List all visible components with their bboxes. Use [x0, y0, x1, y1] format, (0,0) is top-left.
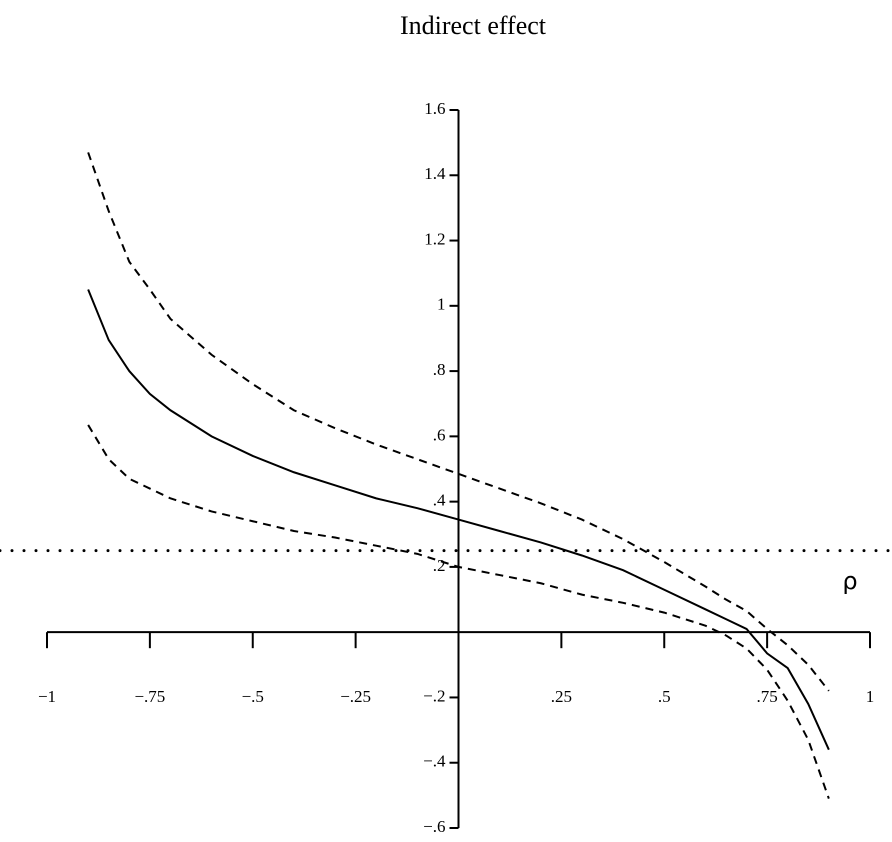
data-line	[87, 289, 830, 751]
x-tick-label: .75	[757, 687, 778, 706]
x-tick-label: 1	[866, 687, 875, 706]
data-line	[87, 152, 830, 692]
y-tick-label: 1	[437, 295, 446, 314]
x-tick-label: −.25	[340, 687, 371, 706]
x-tick-label: .5	[658, 687, 671, 706]
x-tick-label: −1	[38, 687, 56, 706]
y-tick-label: .8	[433, 360, 446, 379]
y-tick-label: .2	[433, 556, 446, 575]
y-tick-label: −.4	[423, 752, 446, 771]
y-tick-label: −.2	[423, 686, 445, 705]
y-tick-label: .6	[433, 425, 446, 444]
y-tick-label: 1.6	[424, 99, 445, 118]
y-tick-label: .4	[433, 491, 446, 510]
data-line	[87, 424, 830, 799]
x-axis-label: ρ	[842, 567, 857, 595]
y-tick-label: 1.2	[424, 229, 445, 248]
x-tick-label: −.5	[242, 687, 264, 706]
y-tick-label: 1.4	[424, 164, 446, 183]
x-tick-label: −.75	[134, 687, 165, 706]
x-tick-label: .25	[551, 687, 572, 706]
chart-title: Indirect effect	[400, 11, 547, 40]
y-tick-label: −.6	[423, 817, 445, 836]
